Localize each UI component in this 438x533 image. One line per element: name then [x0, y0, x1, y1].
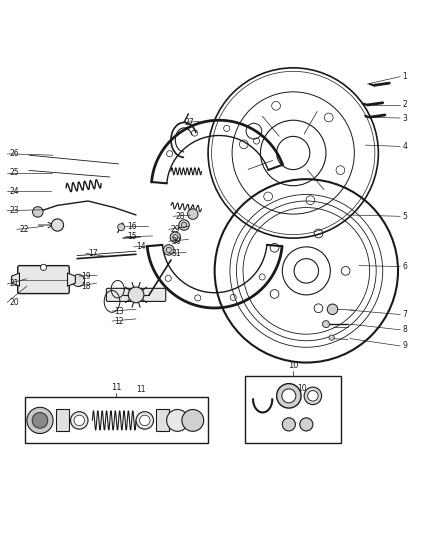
Text: 25: 25: [10, 168, 19, 177]
Circle shape: [322, 321, 329, 328]
Circle shape: [118, 224, 125, 231]
Circle shape: [304, 387, 321, 405]
Circle shape: [329, 335, 334, 340]
Circle shape: [72, 274, 85, 287]
Circle shape: [136, 411, 153, 429]
Circle shape: [282, 389, 296, 403]
Circle shape: [140, 415, 150, 426]
Text: 23: 23: [10, 206, 19, 215]
Text: 31: 31: [171, 249, 180, 258]
Text: 11: 11: [111, 383, 122, 392]
Text: 22: 22: [19, 225, 28, 234]
Polygon shape: [67, 273, 75, 286]
Circle shape: [32, 207, 43, 217]
Text: 2: 2: [403, 100, 407, 109]
Text: 10: 10: [288, 361, 298, 370]
Circle shape: [187, 209, 198, 220]
Circle shape: [32, 413, 48, 428]
FancyBboxPatch shape: [18, 265, 69, 294]
Polygon shape: [12, 273, 19, 286]
Text: 14: 14: [136, 243, 146, 252]
Circle shape: [51, 219, 64, 231]
Text: 20: 20: [10, 298, 19, 307]
Text: 1: 1: [403, 72, 407, 81]
Circle shape: [166, 409, 188, 431]
FancyBboxPatch shape: [106, 288, 166, 302]
Text: 9: 9: [403, 342, 407, 351]
Text: 30: 30: [171, 237, 181, 246]
Text: 8: 8: [403, 325, 407, 334]
Circle shape: [283, 418, 295, 431]
Bar: [245, 376, 341, 443]
Circle shape: [300, 418, 313, 431]
Text: 12: 12: [114, 317, 124, 326]
Text: 15: 15: [127, 232, 137, 241]
Circle shape: [74, 415, 85, 426]
Text: 7: 7: [403, 310, 407, 319]
Text: 24: 24: [10, 187, 19, 196]
Bar: [25, 398, 208, 443]
Text: 10: 10: [297, 384, 307, 393]
Text: 13: 13: [114, 306, 124, 316]
Text: 21: 21: [10, 279, 19, 288]
Circle shape: [277, 384, 301, 408]
Text: 16: 16: [127, 222, 137, 231]
Text: 5: 5: [403, 212, 407, 221]
Circle shape: [182, 409, 204, 431]
Circle shape: [170, 232, 180, 243]
Circle shape: [128, 287, 144, 303]
Text: 17: 17: [88, 249, 98, 258]
Bar: [155, 409, 169, 431]
Circle shape: [327, 304, 338, 314]
Circle shape: [179, 220, 189, 230]
Text: 26: 26: [10, 149, 19, 158]
Text: 6: 6: [403, 262, 407, 271]
Circle shape: [71, 411, 88, 429]
Text: 19: 19: [81, 272, 91, 280]
Text: 18: 18: [81, 281, 91, 290]
Text: 11: 11: [136, 385, 145, 394]
Bar: [56, 409, 69, 431]
Circle shape: [163, 245, 174, 255]
Circle shape: [307, 391, 318, 401]
Circle shape: [27, 407, 53, 433]
Circle shape: [40, 264, 46, 270]
Text: 4: 4: [403, 142, 407, 151]
Text: 28: 28: [175, 212, 185, 221]
Text: 27: 27: [184, 118, 194, 127]
Text: 3: 3: [403, 114, 407, 123]
Text: 29: 29: [171, 225, 180, 234]
